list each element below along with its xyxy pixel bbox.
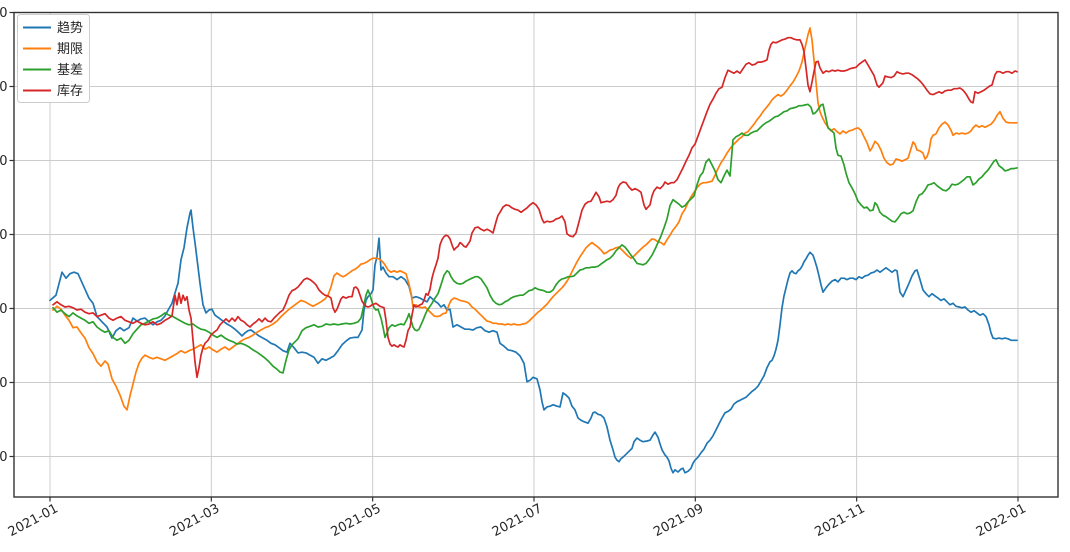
y-tick-label: 40 [0, 6, 8, 21]
series-line-期限 [52, 27, 1018, 411]
y-tick-label: -20 [0, 450, 8, 465]
series-line-库存 [52, 36, 1018, 379]
series-line-基差 [52, 103, 1018, 374]
y-tick-label: -10 [0, 376, 8, 391]
y-tick-label: 0 [0, 302, 8, 317]
y-tick-label: 20 [0, 154, 8, 169]
y-tick-label: 30 [0, 80, 8, 95]
plot-border [13, 11, 1059, 498]
legend-box [17, 14, 90, 103]
legend-label: 基差 [57, 63, 83, 78]
series-line-趋势 [49, 209, 1018, 474]
legend-label: 期限 [57, 42, 83, 57]
legend-label: 库存 [57, 83, 83, 99]
legend-label: 趋势 [57, 20, 83, 36]
y-tick-label: 10 [0, 228, 8, 243]
